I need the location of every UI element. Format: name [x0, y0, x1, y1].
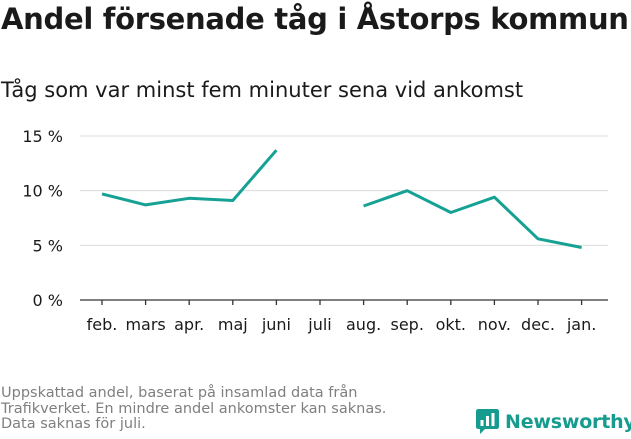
x-tick-label: okt. [436, 315, 466, 334]
x-tick-label: dec. [521, 315, 555, 334]
series-line-segment [101, 149, 278, 207]
y-tick-label: 0 % [33, 291, 63, 310]
chart-subtitle: Tåg som var minst fem minuter sena vid a… [1, 78, 524, 102]
x-tick-label: nov. [478, 315, 511, 334]
series-line-segment [363, 189, 582, 249]
x-axis-ticks: feb. mars apr. maj juni juli aug. sep. okt. nov. d… [87, 300, 596, 334]
x-tick-label: sep. [390, 315, 423, 334]
line-chart: 0 % 5 % 10 % 15 % feb. mars apr. maj juni juli au… [22, 127, 608, 334]
x-tick-label: juli [307, 315, 331, 334]
x-tick-label: mars [125, 315, 165, 334]
newsworthy-bar-chart-icon [476, 409, 499, 434]
x-tick-label: aug. [346, 315, 381, 334]
series-lines [101, 149, 582, 249]
brand-name: Newsworthy [505, 410, 631, 433]
footnote-line: Trafikverket. En mindre andel ankomster … [1, 400, 387, 417]
grid-lines [80, 135, 608, 246]
x-tick-label: feb. [87, 315, 118, 334]
y-axis-ticks: 0 % 5 % 10 % 15 % [22, 127, 63, 310]
footnote: Uppskattad andel, baserat på insamlad da… [1, 385, 387, 433]
footnote-line: Uppskattad andel, baserat på insamlad da… [1, 385, 358, 401]
footnote-line: Data saknas för juli. [1, 416, 146, 432]
brand-logo: Newsworthy [476, 409, 631, 434]
x-tick-label: juni [261, 315, 291, 334]
x-tick-label: maj [218, 315, 248, 334]
x-tick-label: apr. [174, 315, 204, 334]
y-tick-label: 10 % [22, 182, 63, 201]
x-tick-label: jan. [566, 315, 596, 334]
y-tick-label: 5 % [33, 236, 63, 255]
chart-title: Andel försenade tåg i Åstorps kommun [1, 2, 629, 36]
y-tick-label: 15 % [22, 127, 63, 146]
